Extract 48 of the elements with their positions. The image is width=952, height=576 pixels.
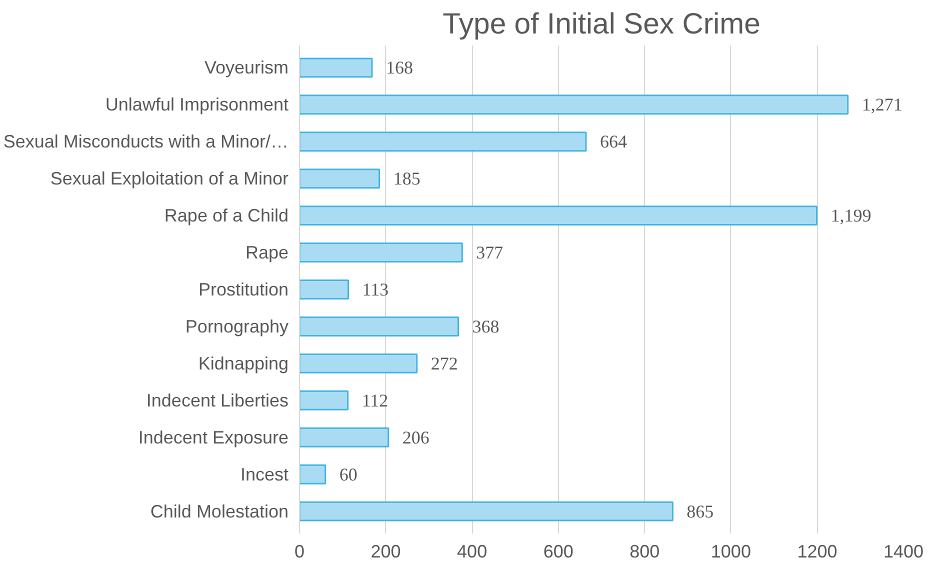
y-tick-label: Unlawful Imprisonment bbox=[105, 94, 289, 115]
data-label: 368 bbox=[472, 316, 500, 336]
data-label: 272 bbox=[430, 353, 458, 374]
chart-title: Type of Initial Sex Crime bbox=[442, 8, 760, 40]
x-tick-label: 200 bbox=[370, 542, 401, 562]
y-tick-label: Incest bbox=[240, 464, 289, 484]
bar bbox=[300, 242, 463, 263]
data-label: 168 bbox=[386, 58, 413, 78]
data-label: 185 bbox=[393, 168, 420, 189]
y-tick-label: Indecent Exposure bbox=[138, 427, 289, 448]
bar bbox=[300, 132, 587, 152]
data-label: 664 bbox=[600, 132, 627, 152]
x-tick-label: 600 bbox=[543, 542, 574, 562]
bar bbox=[300, 316, 460, 336]
y-tick-label: Rape bbox=[245, 242, 288, 263]
x-tick-label: 800 bbox=[630, 542, 660, 562]
x-tick-label: 1000 bbox=[710, 542, 751, 562]
y-tick-label: Rape of a Child bbox=[164, 206, 289, 226]
bar bbox=[300, 168, 380, 189]
data-label: 60 bbox=[339, 464, 358, 484]
y-tick-label: Sexual Exploitation of a Minor bbox=[50, 168, 289, 189]
bar bbox=[300, 427, 390, 448]
bar bbox=[300, 58, 373, 78]
data-label: 377 bbox=[476, 242, 504, 263]
x-tick-label: 0 bbox=[294, 542, 305, 562]
data-label: 206 bbox=[402, 427, 430, 448]
bar bbox=[300, 206, 818, 226]
data-label: 1,271 bbox=[862, 94, 902, 115]
data-label: 113 bbox=[362, 280, 389, 300]
y-tick-label: Sexual Misconducts with a Minor/… bbox=[3, 132, 288, 152]
x-tick-label: 1400 bbox=[883, 542, 924, 562]
data-label: 1,199 bbox=[830, 206, 872, 226]
data-label: 865 bbox=[686, 501, 714, 522]
bar bbox=[300, 464, 326, 484]
x-tick-label: 1200 bbox=[797, 542, 838, 562]
y-tick-label: Prostitution bbox=[198, 280, 289, 300]
bar bbox=[300, 390, 349, 410]
data-label: 112 bbox=[362, 390, 388, 410]
x-tick-label: 400 bbox=[457, 542, 488, 562]
y-tick-label: Indecent Liberties bbox=[146, 390, 288, 410]
y-tick-label: Pornography bbox=[185, 316, 289, 336]
y-tick-label: Child Molestation bbox=[150, 501, 289, 522]
bar bbox=[300, 280, 349, 300]
bar bbox=[300, 353, 418, 374]
bar bbox=[300, 94, 849, 115]
bar bbox=[300, 501, 674, 522]
y-tick-label: Kidnapping bbox=[198, 353, 289, 374]
y-tick-label: Voyeurism bbox=[204, 58, 289, 78]
